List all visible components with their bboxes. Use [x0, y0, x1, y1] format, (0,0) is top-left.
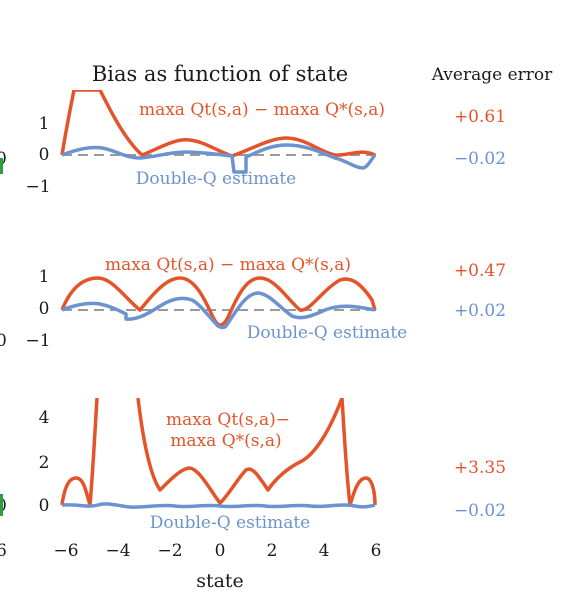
panel-1-blue-annotation: Double-Q estimate	[136, 169, 296, 189]
panel-1: 1 0 −1 0 maxa Qt(s,a) − maxa Q*(s,a) Dou…	[0, 90, 506, 197]
panel-1-red-error: +0.61	[454, 107, 506, 127]
panel-2-cut-ytick: 0	[0, 331, 7, 351]
panel-3-red-annotation-line2: maxa Q*(s,a)	[170, 431, 281, 451]
panel-2-red-error: +0.47	[454, 261, 506, 281]
panel-2-blue-error: +0.02	[454, 301, 506, 321]
panel-1-blue-error: −0.02	[454, 149, 506, 169]
x-tick: −2	[157, 541, 182, 561]
panel-2-red-annotation: maxa Qt(s,a) − maxa Q*(s,a)	[105, 255, 351, 275]
panel-3-ytick: 0	[39, 496, 50, 516]
cut-x-tick: 6	[0, 541, 7, 561]
panel-3-ytick: 2	[39, 453, 50, 473]
panel-3-ytick: 4	[39, 408, 50, 428]
x-tick: 2	[267, 541, 278, 561]
panel-2: 1 0 −1 0 maxa Qt(s,a) − maxa Q*(s,a) Dou…	[0, 255, 506, 351]
panel-1-ytick: 1	[39, 114, 50, 134]
panel-3-red-error: +3.35	[454, 458, 506, 478]
panel-2-ytick: 0	[39, 299, 50, 319]
x-tick: 0	[215, 541, 226, 561]
panel-3-blue-series-line	[61, 502, 376, 509]
panel-2-blue-annotation: Double-Q estimate	[247, 323, 407, 343]
x-tick: −4	[105, 541, 130, 561]
average-error-header: Average error	[431, 65, 553, 85]
x-tick: 6	[371, 541, 382, 561]
panel-1-cut-mark	[0, 158, 3, 174]
panel-3-red-series-line	[340, 398, 377, 507]
panel-2-blue-series-line	[61, 291, 376, 330]
x-axis-label: state	[196, 570, 244, 592]
chart-title: Bias as function of state	[92, 62, 348, 86]
panel-3-red-annotation-line1: maxa Qt(s,a)−	[166, 410, 290, 430]
panel-1-blue-series-line	[61, 143, 377, 174]
panel-3-cut-mark	[0, 494, 3, 516]
x-tick: 4	[319, 541, 330, 561]
panel-3-cut-ytick: 0	[0, 496, 7, 516]
panel-3: 4 2 0 0 maxa Qt(s,a)− maxa Q*(s,a) Doubl…	[0, 398, 506, 533]
panel-3-blue-annotation: Double-Q estimate	[150, 513, 310, 533]
panel-3-blue-error: −0.02	[454, 501, 506, 521]
panel-2-ytick: −1	[25, 331, 50, 351]
panel-3-red-series-line	[136, 398, 344, 505]
x-axis: −6 −4 −2 0 2 4 6 6 state	[0, 541, 381, 592]
panel-1-red-annotation: maxa Qt(s,a) − maxa Q*(s,a)	[139, 100, 385, 120]
panel-1-cut-ytick: 0	[0, 149, 7, 169]
x-tick: −6	[53, 541, 78, 561]
panel-1-ytick: −1	[25, 177, 50, 197]
panel-2-ytick: 1	[39, 267, 50, 287]
panel-3-red-series-line	[60, 398, 99, 507]
panel-2-red-series-line	[60, 276, 377, 327]
panel-1-red-series-line	[60, 90, 376, 158]
panel-1-ytick: 0	[39, 145, 50, 165]
